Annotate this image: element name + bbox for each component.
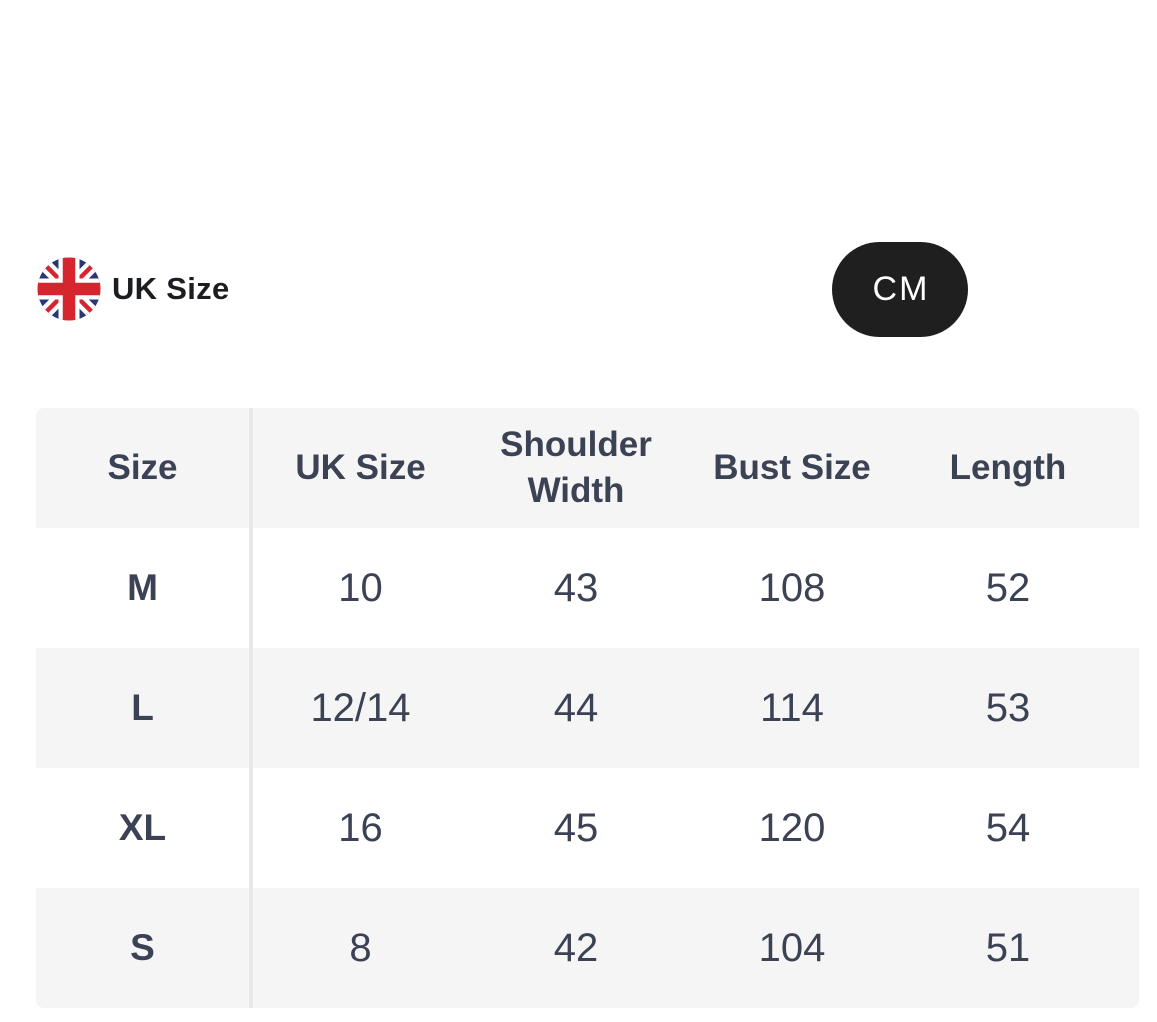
size-label-cell: L	[36, 648, 253, 768]
table-row-m: M 10 43 108 52	[36, 528, 1139, 648]
uk-flag-icon	[37, 257, 101, 321]
bust-size-cell: 108	[758, 565, 826, 610]
bust-size-cell: 114	[760, 685, 824, 730]
table-row-xl: XL 16 45 120 54	[36, 768, 1139, 888]
column-header-size: Size	[36, 408, 253, 528]
unit-toggle-button[interactable]: CM	[832, 242, 968, 337]
length-cell: 54	[985, 805, 1031, 850]
size-chart-table: Size UK Size Shoulder Width Bust Size Le…	[36, 408, 1139, 1008]
shoulder-width-cell: 44	[553, 685, 599, 730]
column-header-length: Length	[949, 447, 1067, 487]
shoulder-width-cell: 45	[553, 805, 599, 850]
uk-size-cell: 10	[338, 565, 383, 610]
bust-size-cell: 104	[758, 925, 826, 970]
bust-size-cell: 120	[758, 805, 826, 850]
size-label-cell: S	[36, 888, 253, 1008]
size-chart-table-container: Size UK Size Shoulder Width Bust Size Le…	[36, 408, 1139, 1008]
uk-size-cell: 12/14	[310, 685, 411, 730]
length-cell: 52	[985, 565, 1031, 610]
shoulder-width-cell: 43	[553, 565, 599, 610]
column-header-uk-size: UK Size	[295, 447, 426, 487]
length-cell: 53	[985, 685, 1031, 730]
size-label-cell: XL	[36, 768, 253, 888]
column-header-shoulder-width: Shoulder Width	[500, 424, 652, 510]
column-header-bust-size: Bust Size	[713, 447, 871, 487]
uk-size-cell: 16	[338, 805, 383, 850]
length-cell: 51	[985, 925, 1031, 970]
table-header-row: Size UK Size Shoulder Width Bust Size Le…	[36, 408, 1139, 528]
region-header: UK Size	[37, 257, 230, 321]
page-title: UK Size	[112, 271, 230, 306]
table-row-s: S 8 42 104 51	[36, 888, 1139, 1008]
uk-size-cell: 8	[349, 925, 372, 970]
table-row-l: L 12/14 44 114 53	[36, 648, 1139, 768]
shoulder-width-cell: 42	[553, 925, 599, 970]
size-label-cell: M	[36, 528, 253, 648]
